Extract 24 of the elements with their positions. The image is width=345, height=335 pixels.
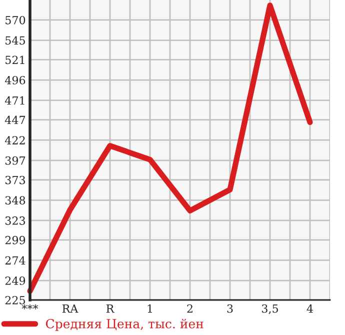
y-tick-label: 447 bbox=[4, 116, 26, 124]
y-tick-label: 373 bbox=[5, 176, 26, 184]
x-tick-label: R bbox=[106, 304, 114, 313]
x-tick-label: 4 bbox=[306, 304, 313, 313]
y-tick-label: 249 bbox=[5, 276, 26, 285]
x-tick-label: *** bbox=[22, 304, 38, 310]
y-tick-label: 225 bbox=[5, 296, 25, 304]
legend-label: Средняя Цена, тыс. йен bbox=[46, 318, 204, 331]
x-tick-label: 2 bbox=[187, 304, 192, 313]
x-tick-label: 3,5 bbox=[262, 304, 278, 314]
y-tick-label: 299 bbox=[5, 236, 26, 244]
y-tick-label: 323 bbox=[5, 216, 26, 225]
x-tick-label: RA bbox=[62, 304, 78, 313]
y-tick-label: 521 bbox=[6, 56, 24, 64]
x-tick-label: 3 bbox=[227, 304, 233, 313]
y-tick-label: 570 bbox=[6, 16, 26, 24]
y-tick-label: 397 bbox=[5, 156, 26, 165]
y-tick-label: 471 bbox=[4, 96, 24, 105]
y-tick-label: 496 bbox=[4, 76, 26, 84]
x-tick-label: 1 bbox=[148, 304, 152, 313]
y-tick-label: 422 bbox=[4, 136, 25, 144]
y-tick-label: 274 bbox=[5, 256, 26, 264]
y-tick-label: 545 bbox=[6, 36, 25, 45]
y-tick-label: 348 bbox=[5, 196, 26, 205]
